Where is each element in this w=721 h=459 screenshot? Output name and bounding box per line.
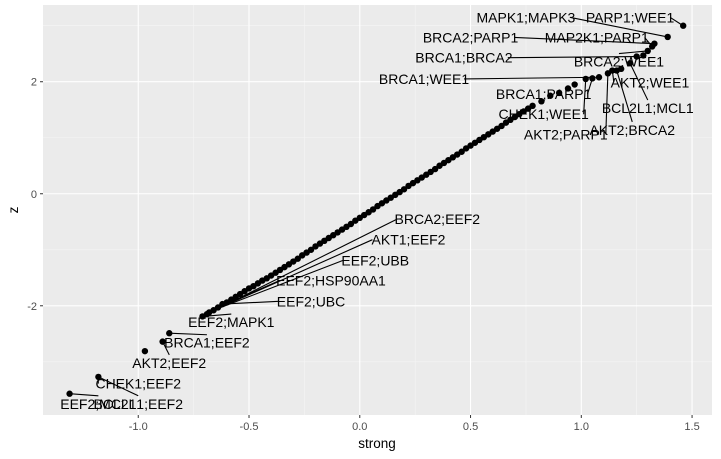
data-point <box>214 304 222 311</box>
point-label: BCL2L1;MCL1 <box>602 100 694 116</box>
point-label: PARP1;WEE1 <box>586 9 675 25</box>
label-leader-line <box>98 376 139 397</box>
label-leader-line <box>583 78 587 115</box>
label-leader-lines <box>69 16 684 397</box>
data-point <box>141 347 149 355</box>
point-label: BRCA2;EEF2 <box>395 211 481 227</box>
data-points <box>66 22 687 397</box>
point-label: MAPK1;MAPK3 <box>477 9 576 25</box>
data-point <box>307 246 315 253</box>
x-tick-label: 1.0 <box>574 421 589 433</box>
x-axis-title: strong <box>358 436 396 451</box>
label-leader-line <box>629 63 649 101</box>
point-labels: MAPK1;MAPK3 PARP1;WEE1 BRCA2;PARP1 MAP2K1;P… <box>60 9 694 411</box>
data-point <box>644 47 651 55</box>
label-leader-line <box>605 73 609 135</box>
point-label: EEF2;HSP90AA1 <box>276 273 386 289</box>
data-point <box>571 81 578 88</box>
data-point <box>617 65 625 73</box>
point-label: CHEK1;EEF2 <box>95 376 181 392</box>
point-label: BCL2L1;EEF2 <box>94 396 184 412</box>
data-point <box>159 338 166 345</box>
point-label: BRCA2;WEE1 <box>574 54 664 70</box>
label-leader-line <box>464 76 600 80</box>
x-tick-label: 0.0 <box>352 421 367 433</box>
grid-minor <box>43 5 712 415</box>
x-tick-label: -0.5 <box>240 421 259 433</box>
x-axis-ticks: -1.0 -0.5 0.0 0.5 1.0 1.5 <box>129 415 700 433</box>
data-point <box>609 67 616 74</box>
data-point <box>633 53 640 60</box>
point-label: EEF2;MAPK1 <box>188 314 275 330</box>
label-leader-line <box>69 393 99 397</box>
point-label: AKT2;WEE1 <box>611 74 690 90</box>
x-tick-label: -1.0 <box>129 421 148 433</box>
point-label: BRCA1;WEE1 <box>379 71 469 87</box>
data-point <box>458 148 465 155</box>
data-point <box>547 92 554 99</box>
data-point <box>555 89 563 97</box>
data-point <box>680 22 687 29</box>
y-tick-label: 2 <box>31 77 37 89</box>
label-leader-line <box>616 70 633 123</box>
data-point <box>66 390 73 397</box>
y-axis-title: z <box>6 206 21 213</box>
label-leader-line <box>514 36 655 45</box>
point-label: BRCA2;PARP1 <box>423 29 519 45</box>
y-axis-ticks: -2 0 2 <box>27 77 43 313</box>
data-point <box>582 75 589 83</box>
data-point <box>651 40 658 47</box>
label-leader-line <box>208 239 373 314</box>
point-label: BRCA1;BRCA2 <box>415 50 512 66</box>
point-label: AKT2;BRCA2 <box>589 122 675 138</box>
data-point <box>664 33 671 41</box>
point-label: BRCA1;PARP1 <box>496 86 592 102</box>
x-tick-label: 1.5 <box>684 421 699 433</box>
point-label: EEF2;UBC <box>277 293 345 309</box>
label-leader-line <box>169 332 207 336</box>
label-leader-line <box>213 259 344 311</box>
point-label: CHEK1;WEE1 <box>499 106 589 122</box>
label-leader-line <box>507 55 637 59</box>
point-label: AKT1;EEF2 <box>372 232 446 248</box>
data-point <box>498 122 505 130</box>
data-point <box>564 85 572 92</box>
y-tick-label: 0 <box>31 189 37 201</box>
panel-background <box>43 5 712 415</box>
data-point <box>400 186 408 193</box>
x-tick-label: 0.5 <box>463 421 478 433</box>
data-point <box>640 52 647 59</box>
label-leader-line <box>569 16 668 38</box>
data-point <box>347 220 355 228</box>
data-point <box>589 75 596 82</box>
label-leader-line <box>222 300 279 305</box>
data-point <box>538 98 545 105</box>
point-label: AKT2;PARP1 <box>524 126 608 142</box>
data-point <box>95 373 102 381</box>
point-label: MAP2K1;PARP1 <box>545 29 649 45</box>
point-label: EEF2;MCL1 <box>60 396 136 412</box>
point-label: BRCA1;EEF2 <box>164 335 250 351</box>
data-point <box>294 255 301 262</box>
grid-major <box>43 5 712 415</box>
data-point <box>431 165 439 173</box>
data-point <box>595 74 603 81</box>
data-point <box>369 206 377 213</box>
data-point <box>166 330 173 337</box>
label-leader-line <box>618 50 648 55</box>
point-label: EEF2;UBB <box>341 252 409 268</box>
y-tick-label: -2 <box>27 301 37 313</box>
point-label: AKT2;EEF2 <box>132 355 206 371</box>
data-point <box>626 60 634 67</box>
data-point <box>529 102 536 110</box>
